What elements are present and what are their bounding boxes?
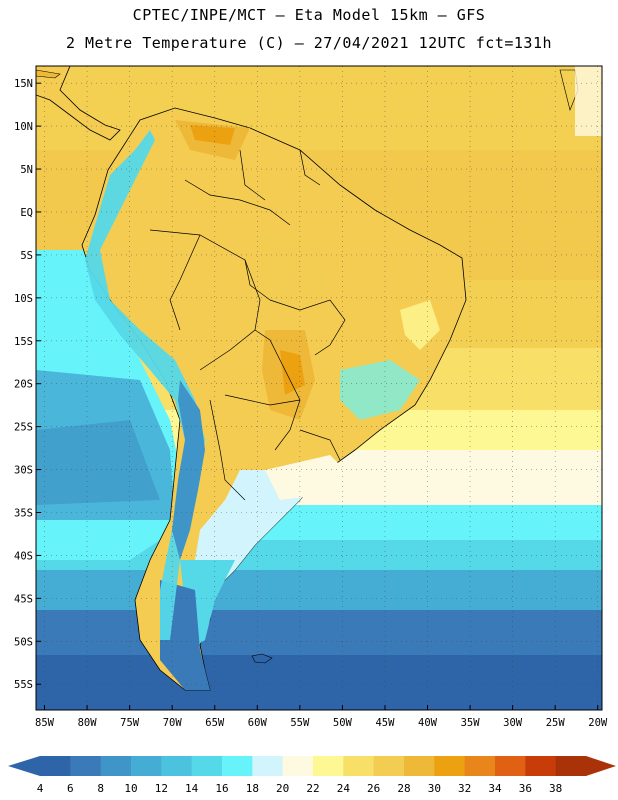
colorbar-swatch xyxy=(40,756,71,776)
colorbar-swatch xyxy=(464,756,496,776)
band-cold-ocean-2 xyxy=(36,610,602,655)
country-borders xyxy=(149,149,346,501)
lat-tick-label: 55S xyxy=(14,679,33,691)
lat-tick-label: 10N xyxy=(14,121,33,133)
colorbar-label: 28 xyxy=(397,782,410,795)
lon-tick-label: 40W xyxy=(418,717,438,729)
lat-tick-label: 50S xyxy=(14,636,33,648)
colorbar-label: 36 xyxy=(519,782,532,795)
colorbar-label: 8 xyxy=(97,782,104,795)
cuba-island xyxy=(36,69,61,79)
lat-tick-label: 25S xyxy=(14,422,33,434)
colorbar-label: 16 xyxy=(215,782,228,795)
map-frame xyxy=(35,65,603,711)
lon-tick-label: 45W xyxy=(375,717,395,729)
title-line-1: CPTEC/INPE/MCT – Eta Model 15km – GFS xyxy=(132,6,486,24)
colorbar-label: 34 xyxy=(488,782,502,795)
colorbar: 4 6 8 10 12 14 16 18 20 22 24 26 28 30 32 34 36 38 xyxy=(8,756,616,795)
lat-tick-label: 10S xyxy=(14,293,33,305)
lon-tick-label: 75W xyxy=(120,717,140,729)
colorbar-high-arrow xyxy=(586,756,616,776)
lon-tick-label: 85W xyxy=(35,717,55,729)
colorbar-label: 20 xyxy=(276,782,289,795)
lon-tick-label: 50W xyxy=(333,717,353,729)
lat-tick-label: EQ xyxy=(20,207,33,219)
colorbar-swatch xyxy=(313,756,344,776)
lat-tick-label: 30S xyxy=(14,465,33,477)
lat-tick-label: 40S xyxy=(14,550,33,562)
colorbar-label: 24 xyxy=(337,782,351,795)
colorbar-swatch xyxy=(100,756,132,776)
caribbean-islands xyxy=(559,69,579,111)
colorbar-swatch xyxy=(555,756,587,776)
lon-tick-label: 65W xyxy=(205,717,225,729)
lat-tick-label: 15S xyxy=(14,336,33,348)
band-cold-ocean-1 xyxy=(36,570,602,610)
colorbar-swatch xyxy=(404,756,435,776)
colorbar-label: 18 xyxy=(246,782,259,795)
colorbar-swatch xyxy=(70,756,102,776)
band-coldest-ocean xyxy=(36,655,602,710)
lon-tick-label: 55W xyxy=(290,717,310,729)
title-line-2: 2 Metre Temperature (C) – 27/04/2021 12U… xyxy=(65,34,553,52)
lat-tick-label: 5N xyxy=(20,164,33,176)
colorbar-swatch xyxy=(161,756,193,776)
colorbar-swatch xyxy=(343,756,375,776)
lon-tick-label: 60W xyxy=(248,717,268,729)
southeast-highlands xyxy=(340,360,420,420)
lon-tick-label: 70W xyxy=(163,717,183,729)
colorbar-swatch xyxy=(434,756,466,776)
colorbar-swatch xyxy=(282,756,314,776)
colorbar-label: 10 xyxy=(124,782,137,795)
colorbar-swatch xyxy=(525,756,557,776)
lon-tick-label: 80W xyxy=(78,717,98,729)
colorbar-label: 26 xyxy=(367,782,380,795)
colorbar-label: 4 xyxy=(37,782,44,795)
colorbar-label: 32 xyxy=(458,782,471,795)
lon-tick-label: 30W xyxy=(503,717,523,729)
colorbar-swatch xyxy=(191,756,223,776)
lat-tick-label: 5S xyxy=(20,250,33,262)
lat-tick-label: 15N xyxy=(14,78,33,90)
lat-tick-label: 45S xyxy=(14,593,33,605)
lat-tick-label: 20S xyxy=(14,379,33,391)
northeast-highlands xyxy=(400,300,440,350)
colorbar-label: 38 xyxy=(549,782,562,795)
lat-tick-label: 35S xyxy=(14,508,33,520)
hot-amazon xyxy=(250,230,330,310)
colorbar-label: 14 xyxy=(185,782,199,795)
lon-tick-label: 35W xyxy=(461,717,481,729)
uruguay-mild xyxy=(265,455,345,500)
colorbar-swatch xyxy=(252,756,284,776)
colorbar-swatch xyxy=(131,756,162,776)
hot-core-venezuela xyxy=(190,125,235,145)
colorbar-label: 6 xyxy=(67,782,74,795)
colorbar-label: 12 xyxy=(155,782,168,795)
colorbar-label: 30 xyxy=(428,782,441,795)
lon-tick-label: 20W xyxy=(588,717,608,729)
colorbar-swatch xyxy=(495,756,526,776)
andes-cold-core xyxy=(172,380,205,560)
central-america-land xyxy=(36,66,121,141)
colorbar-swatch xyxy=(222,756,253,776)
colorbar-swatch xyxy=(373,756,405,776)
colorbar-label: 22 xyxy=(306,782,319,795)
pacific-colder-water xyxy=(36,420,160,505)
lon-tick-label: 25W xyxy=(546,717,566,729)
colorbar-low-arrow xyxy=(8,756,40,776)
